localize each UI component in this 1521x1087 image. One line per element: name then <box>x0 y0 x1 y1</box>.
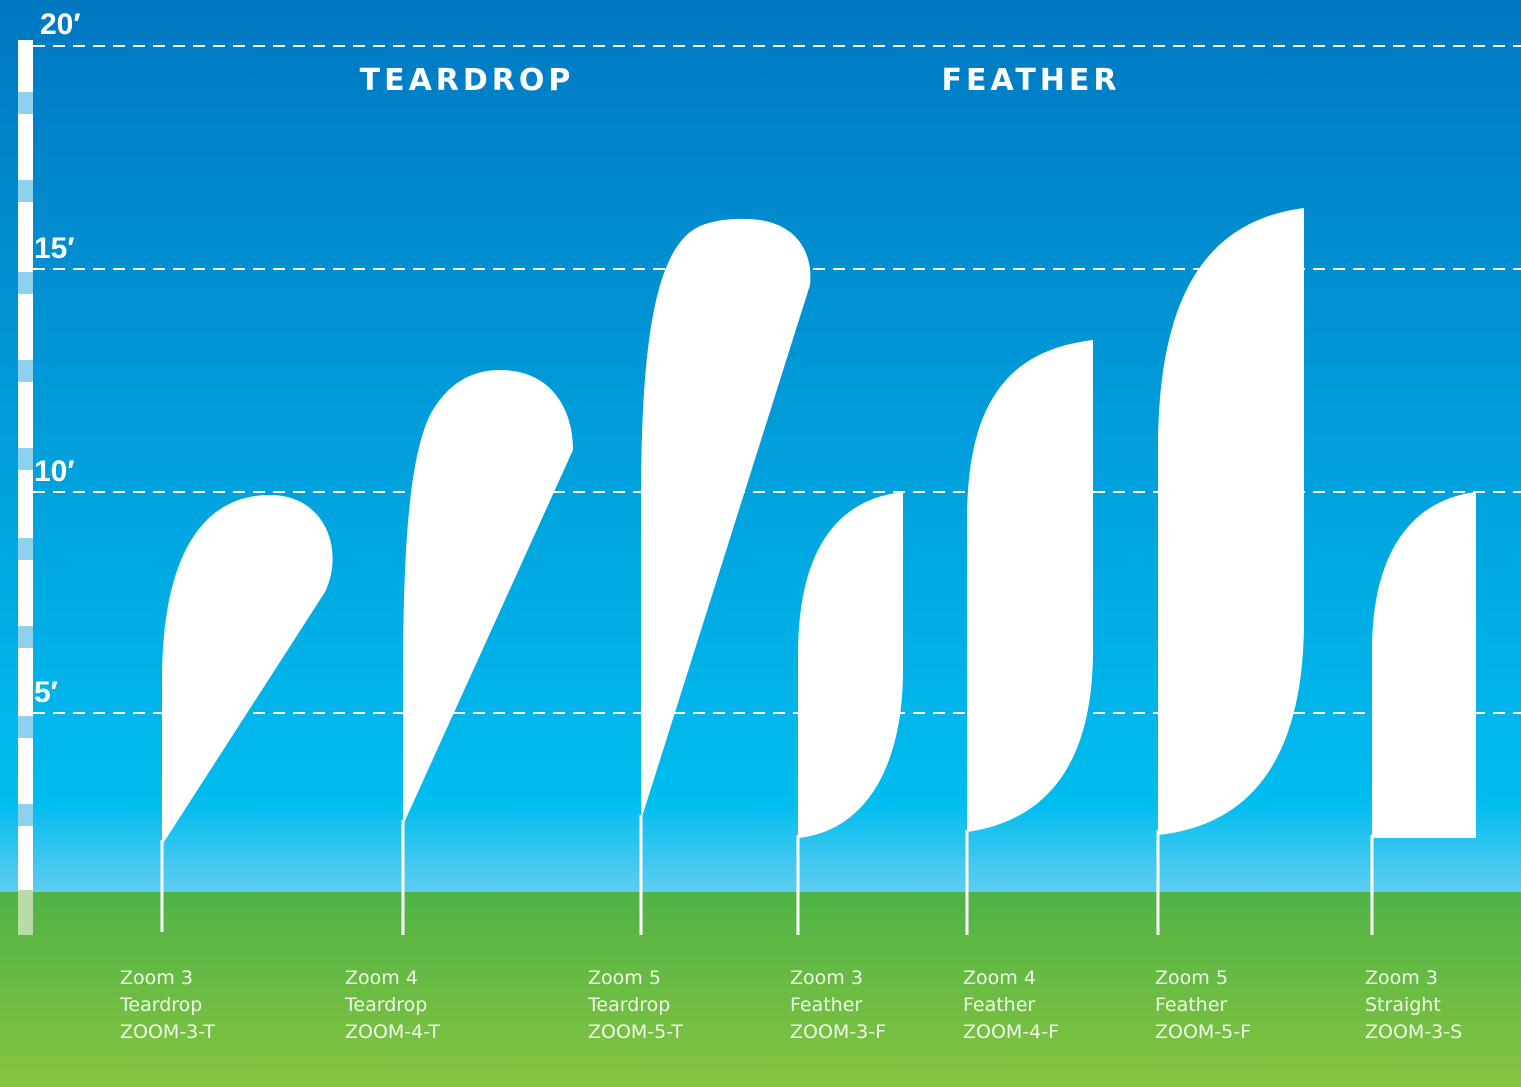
flag-label: Feather <box>963 994 1035 1016</box>
group-title: FEATHER <box>941 63 1120 98</box>
flag-label: ZOOM-4-F <box>963 1021 1059 1043</box>
flag-label: Feather <box>1155 994 1227 1016</box>
flag-label: Zoom 3 <box>1365 967 1438 989</box>
flag-label: Teardrop <box>344 994 427 1016</box>
flag-label: ZOOM-5-T <box>588 1021 683 1043</box>
flag-label: ZOOM-5-F <box>1155 1021 1251 1043</box>
flag-label: Zoom 5 <box>1155 967 1228 989</box>
flag-label: Teardrop <box>587 994 670 1016</box>
flag-label: Straight <box>1365 994 1441 1016</box>
ground <box>0 892 1521 1087</box>
height-label: 20′ <box>40 8 81 41</box>
height-label: 5′ <box>34 676 58 709</box>
flag-label: Feather <box>790 994 862 1016</box>
flag-label: ZOOM-3-F <box>790 1021 886 1043</box>
flag-label: Zoom 3 <box>790 967 863 989</box>
group-title: TEARDROP <box>360 63 575 98</box>
infographic: 20′ 15′ 10′ 5′ TEARDROP FEATHER Zoom 3 Te… <box>0 0 1521 1087</box>
flag-label: Teardrop <box>119 994 202 1016</box>
height-label: 15′ <box>34 232 75 265</box>
ruler <box>18 40 33 935</box>
flag-label: Zoom 4 <box>345 967 418 989</box>
flag-label: Zoom 5 <box>588 967 661 989</box>
flag-label: ZOOM-4-T <box>345 1021 440 1043</box>
flag-label: ZOOM-3-T <box>120 1021 215 1043</box>
flag-label: ZOOM-3-S <box>1365 1021 1462 1043</box>
height-label: 10′ <box>34 455 75 488</box>
flag-label: Zoom 3 <box>120 967 193 989</box>
flag-label: Zoom 4 <box>963 967 1036 989</box>
